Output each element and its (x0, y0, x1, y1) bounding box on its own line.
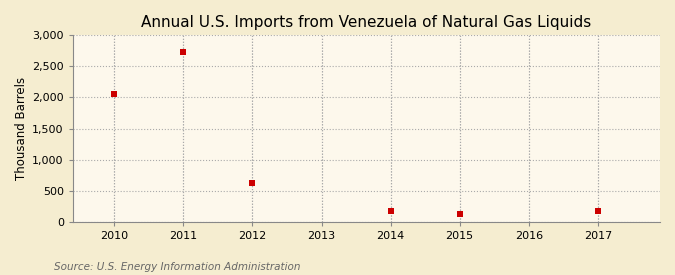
Y-axis label: Thousand Barrels: Thousand Barrels (15, 77, 28, 180)
Text: Source: U.S. Energy Information Administration: Source: U.S. Energy Information Administ… (54, 262, 300, 272)
Title: Annual U.S. Imports from Venezuela of Natural Gas Liquids: Annual U.S. Imports from Venezuela of Na… (141, 15, 591, 30)
